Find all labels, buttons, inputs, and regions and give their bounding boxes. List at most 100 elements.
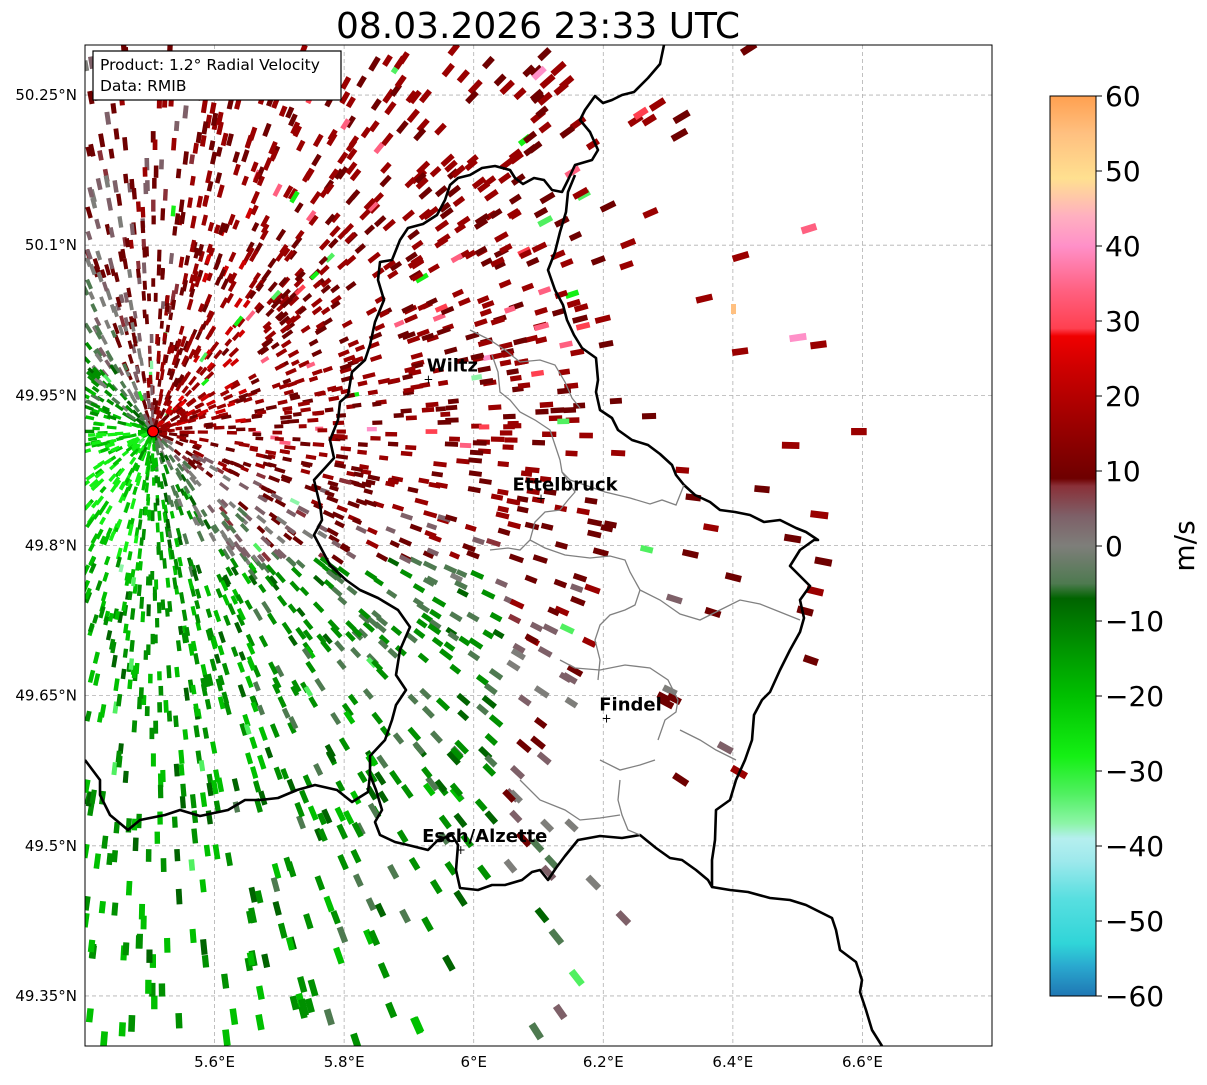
echo-gate — [337, 565, 350, 577]
echo-gate — [409, 523, 423, 533]
echo-gate — [349, 168, 362, 182]
echo-gate — [371, 609, 382, 620]
echo-gate — [256, 175, 265, 187]
echo-gate — [421, 612, 434, 623]
echo-gate — [219, 498, 229, 508]
echo-gate — [85, 1008, 94, 1023]
echo-gate — [672, 772, 690, 787]
echo-gate — [129, 223, 135, 236]
echo-gate — [222, 1029, 231, 1046]
echo-gate — [305, 660, 316, 674]
echo-gate — [345, 161, 358, 175]
echo-gate — [205, 425, 213, 430]
echo-gate — [317, 428, 328, 433]
echo-gate — [187, 197, 193, 208]
echo-gate — [410, 254, 424, 266]
echo-gate — [145, 180, 150, 192]
echo-gate — [246, 246, 255, 257]
echo-gate — [347, 500, 360, 509]
echo-gate — [155, 334, 160, 345]
echo-gate — [110, 445, 120, 453]
echo-gate — [389, 539, 401, 549]
echo-gate — [120, 45, 127, 53]
echo-gate — [173, 454, 181, 462]
y-tick-label: 49.65°N — [15, 687, 77, 705]
echo-gate — [236, 427, 246, 432]
echo-gate — [229, 358, 240, 367]
echo-gate — [528, 1022, 544, 1041]
echo-gate — [401, 303, 415, 314]
echo-gate — [327, 480, 339, 488]
echo-gate — [334, 806, 346, 822]
echo-gate — [182, 491, 190, 501]
echo-gate — [534, 306, 548, 316]
colorbar-tick-label: 10 — [1105, 455, 1141, 488]
echo-gate — [338, 336, 350, 345]
echo-gate — [207, 390, 216, 398]
echo-gate — [251, 221, 260, 232]
echo-gate — [385, 1001, 398, 1019]
echo-gate — [565, 450, 578, 457]
echo-gate — [293, 277, 305, 288]
echo-gate — [152, 444, 156, 451]
echo-gate — [217, 674, 225, 686]
echo-gate — [581, 636, 597, 648]
echo-gate — [177, 374, 185, 384]
echo-gate — [239, 722, 248, 737]
echo-gate — [191, 516, 199, 526]
echo-gate — [177, 556, 183, 567]
echo-gate — [488, 714, 504, 728]
echo-gate — [323, 1008, 335, 1026]
echo-gate — [318, 238, 331, 251]
echo-gate — [92, 371, 101, 380]
echo-gate — [215, 587, 223, 599]
echo-gate — [299, 789, 310, 804]
echo-gate — [410, 271, 424, 282]
echo-gate — [196, 515, 205, 527]
echo-gate — [122, 363, 129, 371]
echo-gate — [343, 223, 355, 234]
echo-gate — [271, 382, 281, 389]
echo-gate — [157, 811, 163, 825]
echo-gate — [159, 531, 165, 543]
echo-gate — [93, 853, 102, 869]
echo-gate — [127, 269, 133, 279]
echo-gate — [350, 790, 362, 805]
echo-gate — [192, 263, 199, 275]
echo-gate — [538, 121, 552, 134]
echo-gate — [340, 446, 352, 452]
echo-gate — [292, 437, 301, 442]
echo-gate — [128, 1014, 136, 1032]
echo-gate — [287, 721, 297, 735]
echo-gate — [127, 679, 133, 690]
echo-gate — [122, 486, 130, 498]
echo-gate — [648, 97, 667, 112]
echo-gate — [175, 168, 182, 179]
echo-gate — [242, 461, 252, 468]
echo-gate — [280, 474, 293, 482]
echo-gate — [670, 127, 689, 142]
echo-gate — [426, 575, 439, 586]
echo-gate — [212, 844, 221, 860]
echo-gate — [254, 407, 265, 414]
echo-gate — [366, 426, 377, 432]
echo-gate — [106, 414, 117, 421]
echo-gate — [165, 389, 172, 399]
echo-gate — [265, 307, 275, 318]
echo-gate — [642, 207, 659, 219]
echo-gate — [294, 202, 304, 214]
echo-gate — [453, 812, 468, 828]
echo-gate — [373, 141, 385, 155]
echo-gate — [254, 398, 265, 405]
echo-gate — [175, 338, 182, 348]
echo-gate — [221, 973, 230, 989]
echo-gate — [250, 377, 260, 385]
echo-gate — [283, 532, 293, 541]
echo-gate — [150, 384, 154, 396]
echo-gate — [294, 801, 305, 818]
echo-gate — [159, 550, 164, 561]
echo-gate — [206, 399, 216, 407]
echo-gate — [337, 349, 350, 358]
echo-gate — [256, 409, 267, 416]
echo-gate — [176, 498, 184, 508]
